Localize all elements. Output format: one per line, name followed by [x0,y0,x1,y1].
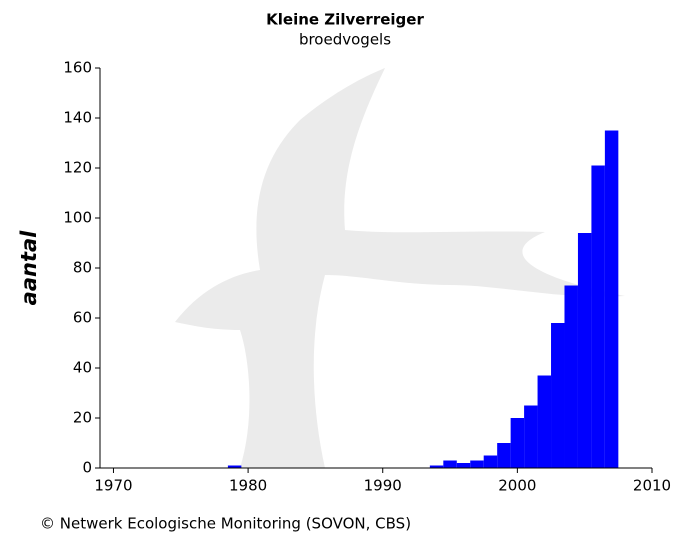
bar [457,463,470,468]
y-tick-label: 20 [73,409,92,427]
x-tick-label: 2010 [633,477,671,495]
x-tick-label: 1980 [229,477,267,495]
y-tick-label: 120 [63,159,92,177]
bar [484,456,497,469]
y-axis-label: aantal [17,230,41,306]
y-tick-label: 40 [73,359,92,377]
bar [443,461,456,469]
y-tick-label: 60 [73,309,92,327]
bar [524,406,537,469]
x-tick-label: 1990 [364,477,402,495]
y-tick-label: 160 [63,59,92,77]
footer: © Netwerk Ecologische Monitoring (SOVON,… [40,515,411,533]
bar [497,443,510,468]
chart-title: Kleine Zilverreiger [266,11,424,29]
bar [470,461,483,469]
chart: Kleine Zilverreiger broedvogels aantal ©… [0,0,675,547]
bar [551,323,564,468]
bar [538,376,551,469]
y-tick-label: 100 [63,209,92,227]
x-tick-label: 1970 [94,477,132,495]
bar [591,166,604,469]
bar [578,233,591,468]
y-tick-label: 0 [82,459,92,477]
chart-subtitle: broedvogels [299,31,391,49]
y-tick-label: 140 [63,109,92,127]
y-tick-label: 80 [73,259,92,277]
bar [564,286,577,469]
bar [605,131,618,469]
bar [511,418,524,468]
x-tick-label: 2000 [498,477,536,495]
